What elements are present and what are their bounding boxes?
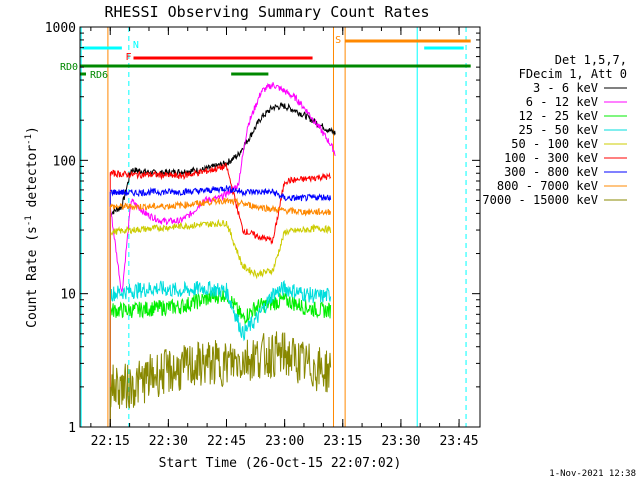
flag-label-rd0: RD0 — [60, 62, 78, 73]
series-layer — [109, 82, 336, 427]
x-tick-label: 22:45 — [207, 434, 246, 449]
y-label-sup-1: -1 — [24, 215, 34, 226]
legend-label-300-800-kev: 300 - 800 keV — [504, 165, 598, 179]
legend-header-2: FDecim 1, Att 0 — [519, 67, 627, 81]
flag-label-s: S — [335, 35, 341, 46]
legend-label-3-6-kev: 3 - 6 keV — [533, 81, 598, 95]
y-tick-label: 1 — [68, 421, 76, 436]
series-line-12-25-kev — [109, 286, 332, 325]
y-label-end: ) — [25, 126, 40, 134]
flag-label-n: N — [133, 40, 139, 51]
x-tick-label: 22:15 — [91, 434, 130, 449]
legend-label-12-25-kev: 12 - 25 keV — [519, 109, 598, 123]
footer-date: 1-Nov-2021 12:38 — [549, 469, 636, 479]
legend-label-25-50-kev: 25 - 50 keV — [519, 123, 598, 137]
y-label-main: Count Rate (s — [25, 226, 40, 328]
y-label-sup-2: -1 — [24, 134, 34, 145]
flag-bars: NF S RD0 RD6 — [60, 35, 471, 81]
x-tick-label: 23:15 — [323, 434, 362, 449]
series-line-7000-15000-kev — [109, 331, 332, 409]
x-tick-label: 23:45 — [439, 434, 478, 449]
flag-label-rd6: RD6 — [90, 70, 108, 81]
legend-label-6-12-kev: 6 - 12 keV — [526, 95, 598, 109]
flag-label-f: F — [125, 52, 131, 63]
series-line-300-800-kev — [110, 185, 332, 202]
legend-label-100-300-kev: 100 - 300 keV — [504, 151, 598, 165]
series-line-50-100-kev — [109, 218, 332, 280]
y-label-mid: detector — [25, 145, 40, 216]
x-axis-label: Start Time (26-Oct-15 22:07:02) — [159, 456, 402, 471]
legend-header-1: Det 1,5,7, — [555, 53, 627, 67]
series-line-6-12-kev — [109, 82, 336, 293]
y-tick-label: 1000 — [45, 21, 76, 36]
legend-label-50-100-kev: 50 - 100 keV — [511, 137, 598, 151]
chart-title: RHESSI Observing Summary Count Rates — [104, 3, 429, 21]
y-tick-label: 10 — [60, 288, 76, 303]
series-line-100-300-kev — [109, 162, 332, 246]
y-ticks: 1 10 100 1000 — [45, 21, 480, 436]
plot-frame — [79, 26, 481, 428]
legend-label-800-7000-kev: 800 - 7000 keV — [497, 179, 598, 193]
series-line-800-7000-kev — [109, 196, 332, 217]
y-tick-label: 100 — [53, 154, 76, 169]
series-line-25-50-kev — [110, 279, 332, 342]
x-tick-label: 22:30 — [149, 434, 188, 449]
x-tick-label: 23:30 — [381, 434, 420, 449]
y-axis-label: Count Rate (s-1 detector-1) — [24, 126, 40, 328]
x-ticks: 22:15 22:30 22:45 23:00 23:15 23:30 23:45 — [90, 27, 479, 449]
legend-label-7000-15000-kev: 7000 - 15000 keV — [482, 193, 598, 207]
x-tick-label: 23:00 — [265, 434, 304, 449]
